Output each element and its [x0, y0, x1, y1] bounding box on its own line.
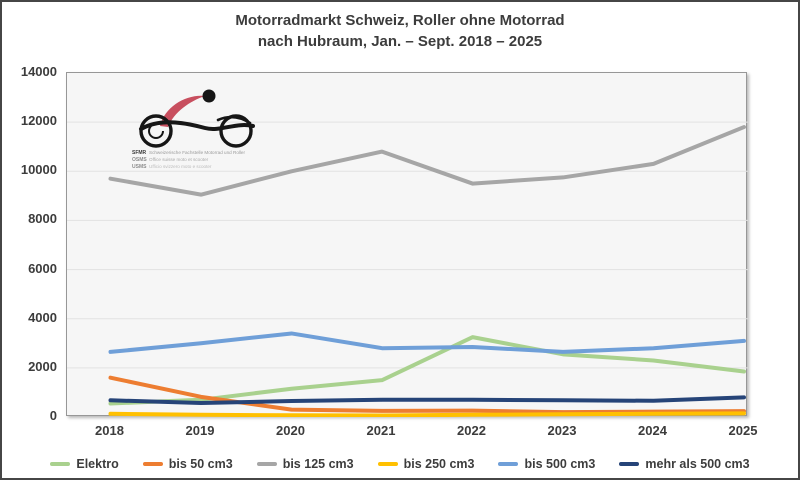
logo-abbr-osms: OSMS — [132, 157, 147, 163]
logo-rider-head — [202, 89, 216, 103]
legend-label: bis 250 cm3 — [403, 457, 475, 471]
legend-swatch — [377, 462, 398, 466]
x-axis-tick-label: 2021 — [366, 423, 396, 438]
x-axis-tick-label: 2020 — [276, 423, 305, 438]
y-axis-tick-label: 4000 — [28, 309, 57, 325]
series-line-bis-50-cm3 — [108, 375, 746, 415]
legend-label: bis 500 cm3 — [524, 457, 596, 471]
y-axis-tick-label: 8000 — [28, 211, 57, 227]
legend-label: Elektro — [76, 457, 119, 471]
logo-red-swoosh — [160, 95, 205, 127]
logo-text-osms: Office suisse moto et scooter — [149, 157, 209, 162]
plot-area — [66, 72, 748, 417]
line-chart — [67, 121, 748, 417]
logo-abbr-usms: USMS — [132, 164, 147, 170]
legend: Elektro bis 50 cm3 bis 125 cm3 bis 250 cm3 b… — [2, 452, 798, 476]
legend-label: bis 125 cm3 — [282, 457, 354, 471]
y-axis-tick-label: 0 — [49, 408, 57, 423]
legend-item-bis-50-cm3: bis 50 cm3 — [142, 457, 233, 471]
series-line-bis-125-cm3 — [108, 125, 746, 197]
legend-swatch — [142, 462, 163, 466]
legend-label: mehr als 500 cm3 — [645, 457, 750, 471]
logo-abbr-sfmr: SFMR — [132, 150, 147, 156]
legend-swatch — [256, 462, 277, 466]
logo-seat-stroke — [216, 115, 252, 125]
sfmr-scooter-logo: SFMR Schweizerische Fachstelle Motorrad … — [132, 89, 255, 170]
series-line-bis-250-cm3 — [108, 411, 746, 417]
legend-item-mehr-als-500-cm3: mehr als 500 cm3 — [619, 457, 750, 471]
x-axis-tick-label: 2018 — [95, 423, 124, 438]
logo-wheel-spoke — [148, 123, 164, 139]
x-axis-tick-label: 2023 — [547, 423, 577, 438]
logo-text-usms: Ufficio svizzero moto e scooter — [149, 164, 212, 169]
logo-left-wheel — [139, 114, 173, 148]
legend-label: bis 50 cm3 — [168, 457, 233, 471]
y-axis-tick-label: 2000 — [28, 358, 57, 374]
x-axis-tick-label: 2025 — [728, 423, 758, 438]
legend-item-bis-500-cm3: bis 500 cm3 — [498, 457, 595, 471]
legend-swatch — [498, 462, 519, 466]
legend-item-bis-250-cm3: bis 250 cm3 — [377, 457, 475, 471]
legend-item-elektro: Elektro — [50, 457, 119, 471]
x-axis-tick-label: 2022 — [457, 423, 486, 438]
legend-swatch — [50, 462, 71, 466]
logo-body-stroke — [139, 120, 255, 131]
y-axis-tick-label: 12000 — [20, 113, 57, 129]
y-axis-tick-label: 10000 — [20, 162, 57, 178]
series-line-bis-500-cm3 — [108, 331, 746, 354]
y-axis-tick-label: 14000 — [20, 64, 57, 79]
series-line-mehr-als-500-cm3 — [108, 395, 746, 405]
x-axis-tick-label: 2019 — [185, 423, 215, 438]
logo-text-sfmr: Schweizerische Fachstelle Motorrad und R… — [149, 150, 245, 155]
legend-item-bis-125-cm3: bis 125 cm3 — [256, 457, 354, 471]
chart-title-line2: nach Hubraum, Jan. – Sept. 2018 – 2025 — [257, 33, 543, 50]
logo-right-wheel — [219, 114, 253, 148]
legend-swatch — [619, 462, 640, 466]
y-axis-tick-label: 6000 — [28, 260, 57, 276]
chart-title-line1: Motorradmarkt Schweiz, Roller ohne Motor… — [235, 12, 565, 29]
chart-title: Motorradmarkt Schweiz, Roller ohne Motor… — [2, 10, 798, 52]
x-axis-tick-label: 2024 — [638, 423, 667, 438]
